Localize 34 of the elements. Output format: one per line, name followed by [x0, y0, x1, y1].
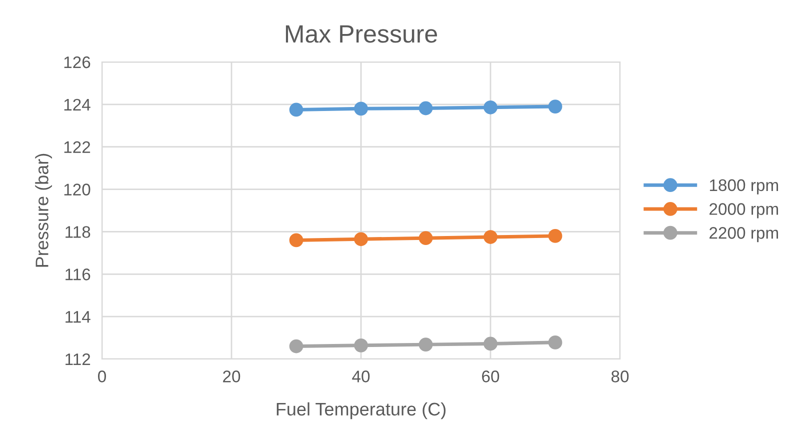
chart-title: Max Pressure: [286, 25, 437, 43]
point: [418, 338, 433, 352]
y-tick-label: 120: [64, 184, 90, 196]
point: [418, 101, 433, 116]
legend-label: 2200 rpm: [710, 227, 778, 242]
point: [289, 102, 304, 117]
point: [484, 336, 498, 351]
x-tick-label: 0: [98, 370, 106, 382]
point: [354, 102, 368, 116]
x-tick-label: 80: [611, 370, 629, 382]
point: [354, 232, 368, 246]
point: [484, 230, 498, 244]
point: [289, 233, 304, 248]
point: [418, 231, 433, 246]
y-tick-label: 124: [64, 98, 90, 110]
x-tick-label: 60: [482, 370, 500, 382]
y-tick-label: 126: [64, 56, 90, 68]
legend-label: 1800 rpm: [710, 179, 778, 194]
point: [548, 100, 562, 114]
y-tick-label: 118: [66, 226, 90, 238]
x-axis-title: Fuel Temperature (C): [276, 402, 446, 420]
point: [289, 339, 304, 354]
y-tick-label: 122: [64, 141, 90, 153]
point: [484, 100, 498, 114]
point: [354, 338, 368, 352]
legend-label: 2000 rpm: [710, 203, 778, 218]
x-tick-label: 20: [223, 370, 240, 382]
y-tick-label: 114: [66, 311, 90, 323]
x-tick-label: 40: [352, 370, 370, 382]
y-tick-label: 116: [66, 268, 90, 280]
y-axis-title: Pressure (bar): [35, 154, 52, 267]
point: [548, 229, 562, 243]
point: [548, 336, 562, 350]
y-tick-label: 112: [66, 353, 90, 366]
